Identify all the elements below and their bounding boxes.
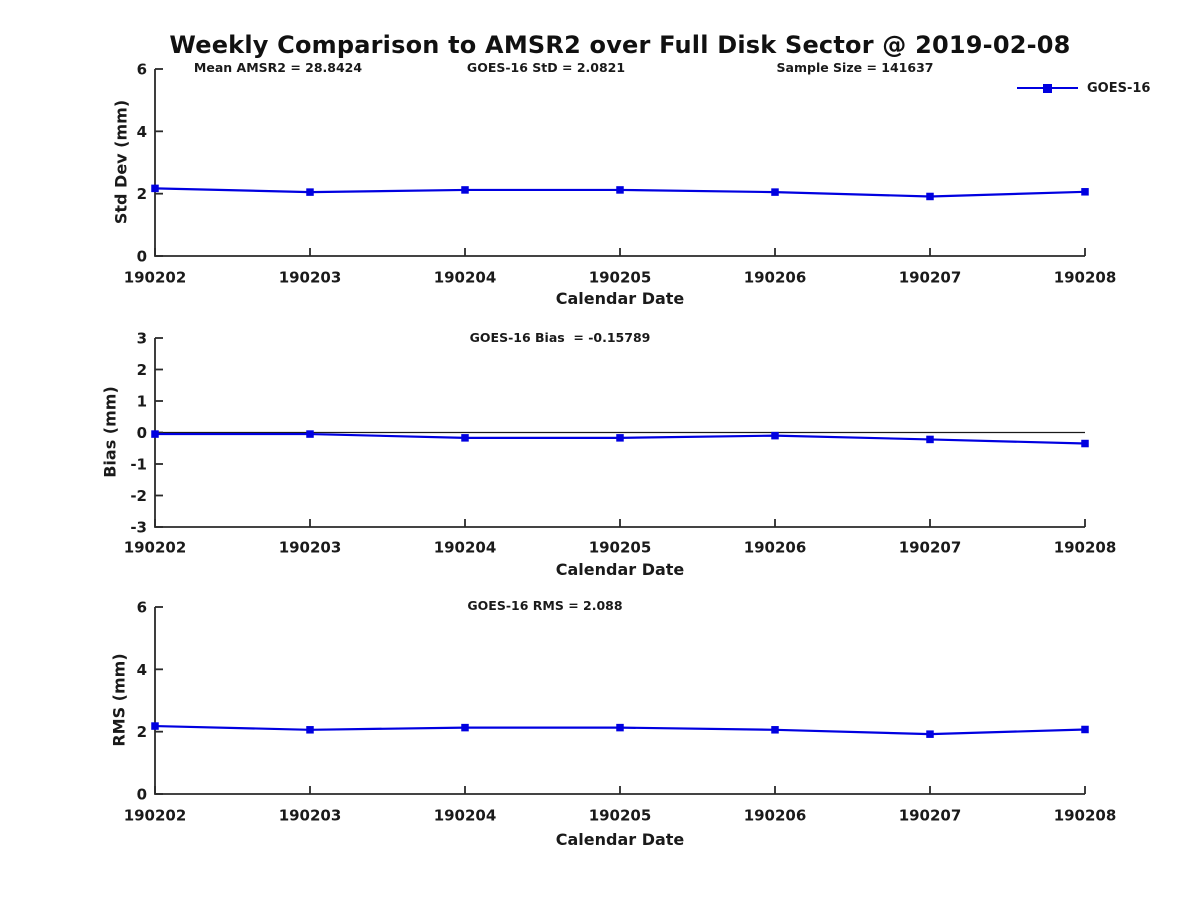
series-marker: [1081, 188, 1089, 196]
x-tick-label: 190203: [279, 269, 342, 287]
ylabel-std-dev: Std Dev (mm): [111, 99, 131, 225]
y-tick-label: 6: [137, 61, 147, 79]
series-marker: [461, 434, 469, 442]
x-tick-label: 190205: [589, 269, 652, 287]
y-tick-label: 2: [137, 361, 147, 379]
y-tick-label: 1: [137, 393, 147, 411]
bias-panel-title: GOES-16 Bias = -0.15789: [469, 330, 651, 345]
legend-marker-sample: [1043, 83, 1052, 93]
x-tick-label: 190208: [1054, 269, 1117, 287]
y-tick-label: 2: [137, 185, 147, 203]
y-tick-label: 3: [137, 330, 147, 348]
y-tick-label: -2: [130, 487, 147, 505]
x-tick-label: 190204: [434, 269, 497, 287]
y-tick-label: 4: [137, 123, 147, 141]
ylabel-bias: Bias (mm): [100, 386, 120, 478]
series-marker: [926, 192, 934, 201]
series-marker: [771, 431, 779, 440]
x-tick-label: 190206: [744, 807, 807, 825]
series-marker: [1081, 725, 1089, 734]
series-marker: [616, 186, 624, 194]
series-marker: [151, 184, 159, 193]
y-tick-label: 2: [137, 723, 147, 741]
annotation-mean-amsr2: Mean AMSR2 = 28.8424: [193, 60, 363, 75]
y-tick-label: 0: [137, 248, 147, 266]
series-marker: [151, 722, 159, 730]
x-tick-label: 190205: [589, 807, 652, 825]
rms-panel-title: GOES-16 RMS = 2.088: [467, 598, 623, 613]
axis-line: [154, 607, 1085, 795]
series-marker: [306, 188, 314, 196]
series-marker: [771, 726, 779, 734]
x-tick-label: 190207: [899, 269, 962, 287]
x-tick-label: 190207: [899, 539, 962, 557]
x-tick-label: 190203: [279, 807, 342, 825]
series-marker: [771, 188, 779, 196]
annotation-sample-size: Sample Size = 141637: [776, 60, 934, 75]
series-marker: [306, 430, 314, 438]
x-tick-label: 190202: [124, 269, 187, 287]
y-tick-label: 0: [137, 786, 147, 804]
x-tick-label: 190202: [124, 539, 187, 557]
axis-line: [154, 69, 1085, 257]
legend-label: GOES-16: [1087, 81, 1151, 96]
xlabel-panel2: Calendar Date: [555, 560, 685, 579]
annotation-goes16-std: GOES-16 StD = 2.0821: [466, 60, 626, 75]
x-tick-label: 190204: [434, 539, 497, 557]
x-tick-label: 190206: [744, 269, 807, 287]
series-marker: [461, 186, 469, 194]
y-tick-label: 4: [137, 661, 147, 679]
x-tick-label: 190205: [589, 539, 652, 557]
y-tick-label: 0: [137, 424, 147, 442]
legend: GOES-16: [1017, 80, 1167, 96]
series-marker: [616, 434, 624, 442]
x-tick-label: 190202: [124, 807, 187, 825]
x-tick-label: 190207: [899, 807, 962, 825]
series-marker: [1081, 439, 1089, 448]
x-tick-label: 190208: [1054, 539, 1117, 557]
x-tick-label: 190203: [279, 539, 342, 557]
ylabel-rms: RMS (mm): [109, 653, 129, 747]
series-marker: [306, 726, 314, 734]
xlabel-panel1: Calendar Date: [555, 289, 685, 308]
x-tick-label: 190208: [1054, 807, 1117, 825]
y-tick-label: 6: [137, 599, 147, 617]
series-marker: [926, 435, 934, 444]
y-tick-label: -3: [130, 519, 147, 537]
x-tick-label: 190204: [434, 807, 497, 825]
xlabel-panel3: Calendar Date: [555, 830, 685, 849]
series-marker: [461, 723, 469, 732]
y-tick-label: -1: [130, 456, 147, 474]
x-tick-label: 190206: [744, 539, 807, 557]
series-marker: [926, 730, 934, 738]
series-marker: [151, 430, 159, 438]
series-marker: [616, 723, 624, 732]
figure-title: Weekly Comparison to AMSR2 over Full Dis…: [169, 31, 1071, 59]
